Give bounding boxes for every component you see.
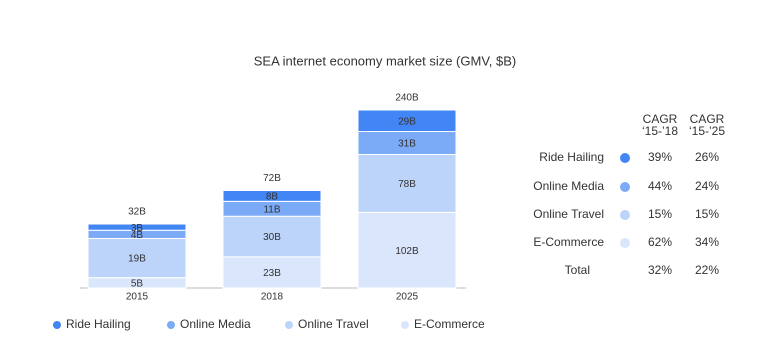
table-cell: 15% bbox=[695, 207, 719, 221]
segment-label: 8B bbox=[266, 192, 279, 203]
legend-marker bbox=[401, 321, 409, 329]
segment-label: 3B bbox=[131, 223, 144, 234]
x-tick-label: 2018 bbox=[261, 292, 284, 303]
bar-segment bbox=[222, 215, 322, 258]
table-cell: 22% bbox=[695, 263, 719, 277]
segment-label: 102B bbox=[395, 246, 419, 257]
bar-segment bbox=[357, 154, 457, 213]
table-cell: 26% bbox=[695, 150, 719, 164]
table-header: ‘15-’25 bbox=[689, 124, 725, 138]
segment-label: 78B bbox=[398, 179, 416, 190]
x-tick-label: 2015 bbox=[126, 292, 149, 303]
total-label: 32B bbox=[128, 207, 146, 218]
table-header: ‘15-’18 bbox=[642, 124, 678, 138]
bar-segment bbox=[222, 256, 322, 289]
table-row-label: Online Travel bbox=[533, 207, 604, 221]
legend-marker bbox=[53, 321, 61, 329]
bar-segment bbox=[87, 223, 187, 231]
segment-label: 4B bbox=[131, 230, 144, 241]
table-cell: 24% bbox=[695, 179, 719, 193]
legend-label: Online Media bbox=[180, 317, 251, 331]
total-label: 72B bbox=[263, 173, 281, 184]
segment-label: 31B bbox=[398, 139, 416, 150]
legend-marker bbox=[167, 321, 175, 329]
legend-label: E-Commerce bbox=[414, 317, 485, 331]
table-cell: 34% bbox=[695, 235, 719, 249]
segment-label: 30B bbox=[263, 232, 281, 243]
table-header: CAGR bbox=[690, 112, 725, 126]
table-marker bbox=[620, 238, 630, 248]
table-marker bbox=[620, 153, 630, 163]
legend-label: Online Travel bbox=[298, 317, 369, 331]
table-marker bbox=[620, 182, 630, 192]
bar-segment bbox=[222, 190, 322, 202]
table-cell: 39% bbox=[648, 150, 672, 164]
table-marker bbox=[620, 210, 630, 220]
legend-marker bbox=[285, 321, 293, 329]
bar-segment bbox=[87, 237, 187, 279]
x-tick-label: 2025 bbox=[396, 292, 419, 303]
total-label: 240B bbox=[395, 93, 419, 104]
table-cell: 44% bbox=[648, 179, 672, 193]
bar-segment bbox=[357, 211, 457, 289]
segment-label: 5B bbox=[131, 278, 144, 289]
bar-segment bbox=[357, 109, 457, 133]
segment-label: 11B bbox=[263, 204, 280, 215]
table-row-label: Online Media bbox=[533, 179, 604, 193]
table-header: CAGR bbox=[643, 112, 678, 126]
segment-label: 23B bbox=[263, 268, 281, 279]
chart-title: SEA internet economy market size (GMV, $… bbox=[254, 53, 517, 68]
table-row-label: Total bbox=[565, 263, 590, 277]
table-row-label: Ride Hailing bbox=[539, 150, 604, 164]
segment-label: 19B bbox=[128, 254, 146, 265]
table-row-label: E-Commerce bbox=[533, 235, 604, 249]
table-cell: 15% bbox=[648, 207, 672, 221]
segment-label: 29B bbox=[398, 116, 416, 127]
table-cell: 32% bbox=[648, 263, 672, 277]
table-cell: 62% bbox=[648, 235, 672, 249]
legend-label: Ride Hailing bbox=[66, 317, 131, 331]
